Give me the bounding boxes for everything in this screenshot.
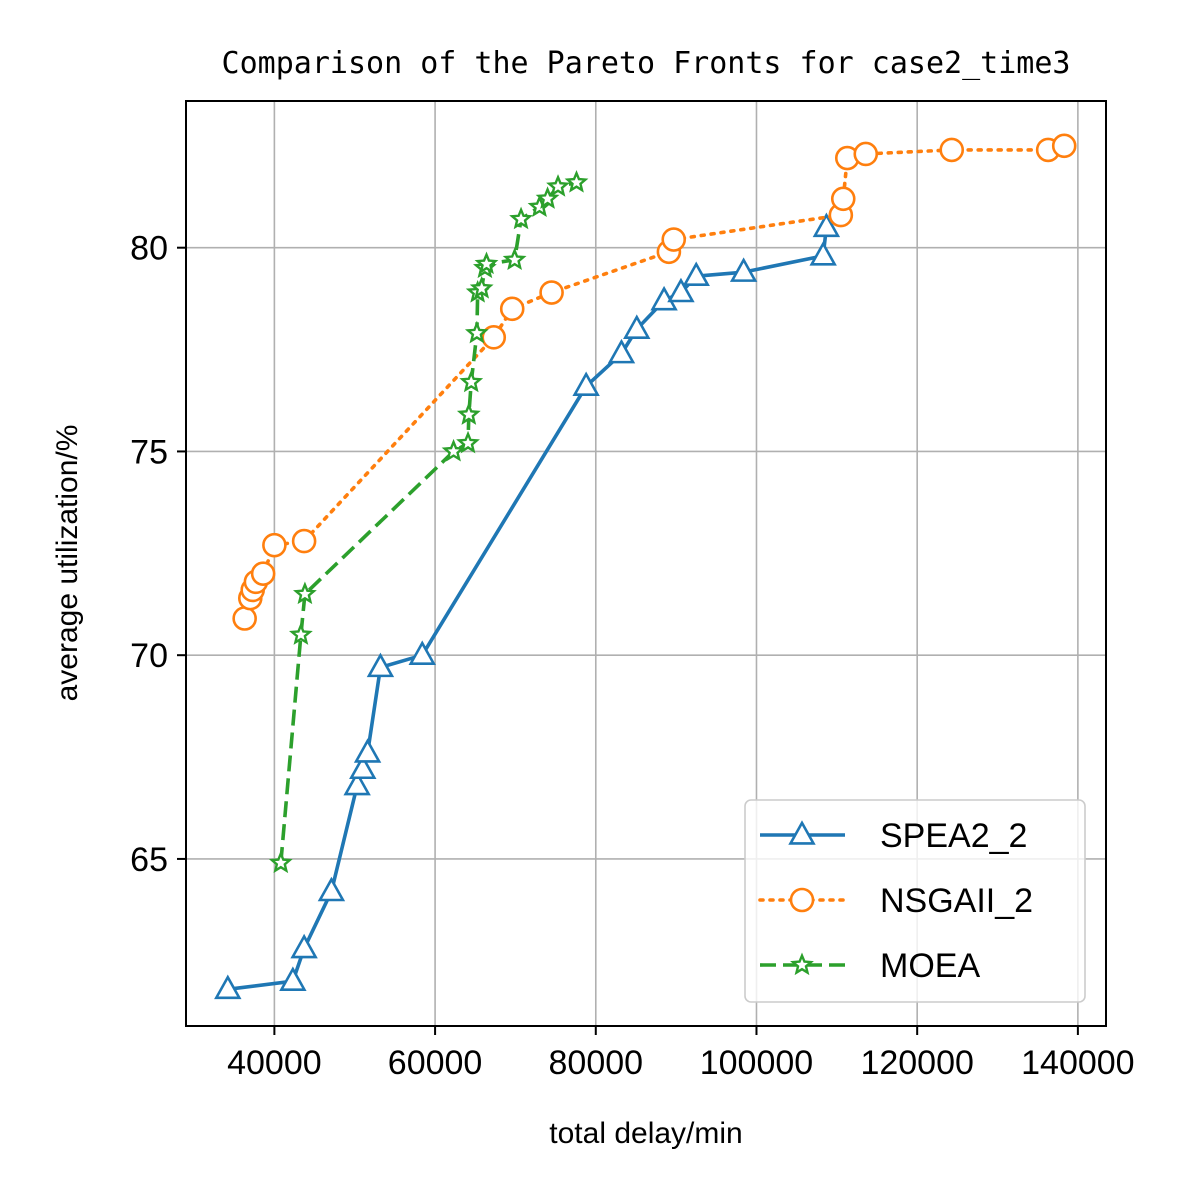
- data-point: [539, 280, 564, 305]
- series-nsgaii-2: [232, 133, 1077, 631]
- data-point: [464, 320, 489, 344]
- series-spea2-2: [214, 212, 841, 1000]
- data-point: [459, 369, 484, 393]
- series-moea: [268, 169, 589, 874]
- data-point: [729, 257, 758, 282]
- data-point: [408, 640, 436, 665]
- data-point: [607, 338, 636, 364]
- plot-frame: [185, 100, 1107, 1027]
- data-point: [279, 966, 307, 991]
- x-axis-label: total delay/min: [549, 1117, 742, 1150]
- legend-marker: [789, 887, 815, 913]
- ticks: 40000 60000 80000 100000 120000 140000 65 70 75 8…: [130, 230, 1134, 1082]
- data-point: [343, 770, 371, 796]
- data-point: [502, 247, 527, 271]
- data-point: [661, 227, 687, 252]
- legend-item: SPEA2_2: [760, 817, 1027, 855]
- data-point: [682, 261, 710, 286]
- data-point: [262, 532, 287, 558]
- data-point: [456, 402, 481, 425]
- x-tick-label: 60000: [388, 1044, 483, 1082]
- data-point: [499, 296, 525, 322]
- data-point: [623, 314, 651, 339]
- x-tick-label: 120000: [860, 1044, 973, 1082]
- data-point: [809, 241, 837, 266]
- data-point: [291, 528, 317, 554]
- legend-label: NSGAII_2: [880, 882, 1033, 920]
- y-tick-label: 75: [130, 433, 168, 471]
- x-tick-label: 40000: [227, 1044, 322, 1082]
- data-point: [1051, 133, 1077, 159]
- x-tick-label: 80000: [549, 1044, 644, 1082]
- series-layer: [214, 133, 1077, 1000]
- data-point: [939, 137, 965, 163]
- legend-marker: [788, 820, 816, 845]
- data-point: [830, 186, 856, 212]
- data-point: [441, 438, 466, 462]
- data-point: [250, 561, 276, 586]
- data-point: [546, 174, 570, 197]
- data-point: [535, 186, 560, 209]
- legend-marker: [790, 952, 814, 976]
- data-point: [469, 275, 494, 299]
- x-tick-label: 100000: [700, 1044, 813, 1082]
- data-point: [268, 850, 293, 874]
- y-tick-label: 80: [130, 230, 168, 268]
- y-tick-label: 65: [130, 841, 168, 879]
- data-point: [474, 251, 499, 275]
- data-point: [853, 141, 879, 167]
- legend: SPEA2_2 NSGAII_2 MOEA: [744, 799, 1086, 1003]
- data-point: [232, 606, 257, 631]
- data-point: [572, 371, 600, 397]
- data-point: [456, 430, 480, 454]
- data-point: [509, 206, 533, 230]
- data-point: [353, 738, 382, 763]
- data-point: [293, 581, 317, 605]
- data-point: [812, 212, 841, 238]
- y-axis-label: average utilization/%: [51, 425, 84, 702]
- data-point: [214, 974, 242, 1000]
- data-point: [366, 652, 395, 678]
- legend-label: MOEA: [880, 947, 980, 985]
- data-point: [349, 754, 377, 780]
- data-point: [564, 169, 589, 193]
- legend-label: SPEA2_2: [880, 817, 1027, 855]
- y-tick-label: 70: [130, 637, 168, 675]
- data-point: [667, 277, 695, 303]
- legend-box: [744, 799, 1086, 1003]
- legend-item: MOEA: [760, 947, 980, 985]
- data-point: [289, 622, 313, 645]
- data-point: [290, 933, 318, 959]
- legend-item: NSGAII_2: [758, 882, 1033, 920]
- data-point: [317, 876, 346, 902]
- chart-title: Comparison of the Pareto Fronts for case…: [222, 46, 1071, 81]
- x-tick-label: 140000: [1021, 1044, 1134, 1082]
